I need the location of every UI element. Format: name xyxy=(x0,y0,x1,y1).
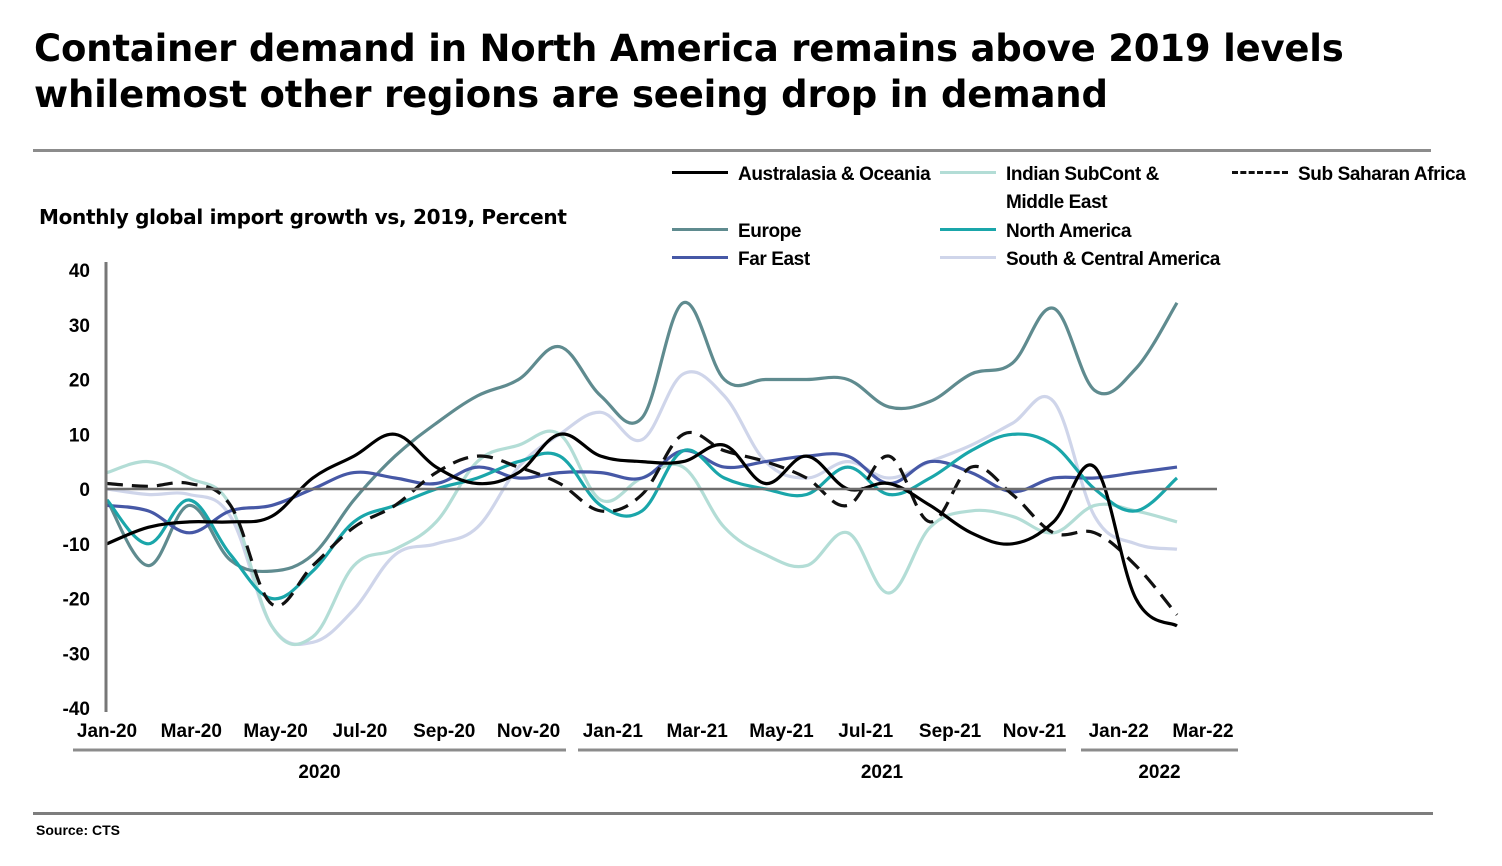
legend-swatch-sub-saharan xyxy=(1232,171,1288,174)
source-note: Source: CTS xyxy=(36,822,121,838)
x-tick-label: May-20 xyxy=(243,721,307,742)
legend-swatch-europe xyxy=(672,228,728,231)
series-line-australasia-oceania xyxy=(106,432,1178,628)
y-tick-label: 20 xyxy=(69,371,90,392)
legend-item-indian-subcont: Indian SubCont & Middle East xyxy=(940,161,1186,217)
x-tick-label: Sep-20 xyxy=(413,721,475,742)
series-line-south-central-america xyxy=(106,370,1178,646)
x-tick-label: Jan-21 xyxy=(583,721,644,742)
x-tick-label: Mar-22 xyxy=(1172,721,1233,742)
x-tick-label: May-21 xyxy=(749,721,814,742)
legend-swatch-south-central-america xyxy=(940,256,996,259)
legend-label: South & Central America xyxy=(1006,249,1220,270)
legend-item-sub-saharan: Sub Saharan Africa xyxy=(1232,161,1466,189)
legend-item-north-america: North America xyxy=(940,218,1131,246)
y-tick-label: 30 xyxy=(69,316,90,337)
series-layer xyxy=(105,301,1179,646)
legend-label: Sub Saharan Africa xyxy=(1298,164,1466,185)
x-tick-label: Nov-21 xyxy=(1003,721,1067,742)
y-tick-label: -40 xyxy=(63,699,90,720)
legend-label: Far East xyxy=(738,249,810,270)
legend-label: North America xyxy=(1006,221,1132,242)
legend-swatch-australasia xyxy=(672,171,728,174)
year-group-label: 2021 xyxy=(861,762,904,783)
legend-label: Indian SubCont & Middle East xyxy=(1006,164,1159,213)
y-tick-label: -30 xyxy=(63,644,90,665)
x-tick-label: Jan-22 xyxy=(1089,721,1149,742)
legend-item-far-east: Far East xyxy=(672,246,810,274)
legend-swatch-indian-subcont xyxy=(940,171,996,174)
legend-swatch-far-east xyxy=(672,256,728,259)
footer-divider xyxy=(33,812,1433,815)
chart-subtitle: Monthly global import growth vs, 2019, P… xyxy=(39,205,567,229)
series-line-north-america xyxy=(105,432,1179,601)
x-tick-label: Jul-20 xyxy=(332,721,387,742)
year-group-label: 2022 xyxy=(1138,762,1180,783)
x-tick-label: Mar-20 xyxy=(161,721,222,742)
chart-title: Container demand in North America remain… xyxy=(34,26,1344,118)
y-tick-label: 10 xyxy=(69,425,90,446)
legend-label: Europe xyxy=(738,221,802,242)
chart-title-line-1: Container demand in North America remain… xyxy=(34,27,1344,70)
x-tick-label: Mar-21 xyxy=(667,721,729,742)
x-tick-label: Jul-21 xyxy=(838,721,893,742)
y-tick-label: -10 xyxy=(63,535,90,556)
x-tick-label: Nov-20 xyxy=(497,721,560,742)
y-tick-label: 0 xyxy=(79,480,90,501)
legend-item-south-central-america: South & Central America xyxy=(940,246,1220,274)
x-tick-label: Jan-20 xyxy=(77,721,137,742)
legend-label: Australasia & Oceania xyxy=(738,164,931,185)
chart-title-line-2: whilemost other regions are seeing drop … xyxy=(34,73,1108,116)
legend-swatch-north-america xyxy=(940,228,996,231)
legend-item-europe: Europe xyxy=(672,218,801,246)
y-tick-label: -20 xyxy=(63,590,90,611)
header-divider xyxy=(33,149,1431,152)
series-line-europe xyxy=(105,301,1179,574)
year-group-label: 2020 xyxy=(298,762,340,783)
legend-item-australasia: Australasia & Oceania xyxy=(672,161,931,189)
x-tick-label: Sep-21 xyxy=(919,721,982,742)
y-tick-label: 40 xyxy=(69,261,90,282)
series-line-sub-saharan-africa xyxy=(106,430,1179,616)
